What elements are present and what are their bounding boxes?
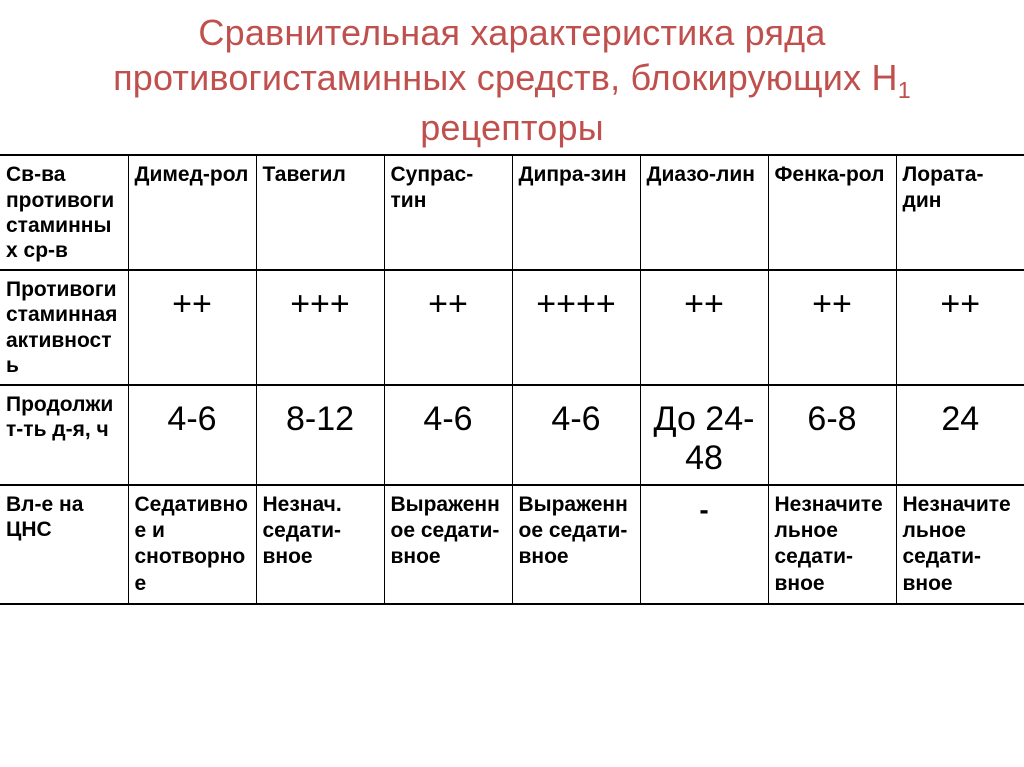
title-part-2: рецепторы xyxy=(420,107,604,148)
column-header: Диазо-лин xyxy=(640,155,768,270)
table-cell: Седативное и снотворное xyxy=(128,485,256,604)
title-subscript: 1 xyxy=(898,77,911,103)
table-row: Противогистаминная активность+++++++++++… xyxy=(0,270,1024,385)
table-cell: 4-6 xyxy=(384,385,512,485)
table-row: Продолжит-ть д-я, ч4-68-124-64-6До 24-48… xyxy=(0,385,1024,485)
table-cell: 24 xyxy=(896,385,1024,485)
table-cell: 4-6 xyxy=(512,385,640,485)
table-cell: 8-12 xyxy=(256,385,384,485)
table-cell: ++ xyxy=(768,270,896,385)
table-cell: 6-8 xyxy=(768,385,896,485)
table-cell: - xyxy=(640,485,768,604)
column-header: Тавегил xyxy=(256,155,384,270)
comparison-table: Св-ва противогистаминных ср-вДимед-ролТа… xyxy=(0,154,1024,605)
row-label: Продолжит-ть д-я, ч xyxy=(0,385,128,485)
column-header: Супрас-тин xyxy=(384,155,512,270)
table-cell: До 24-48 xyxy=(640,385,768,485)
table-cell: ++ xyxy=(640,270,768,385)
table-cell: Незнач. седати-вное xyxy=(256,485,384,604)
table-cell: Выраженное седати-вное xyxy=(512,485,640,604)
row-label: Вл-е на ЦНС xyxy=(0,485,128,604)
table-cell: 4-6 xyxy=(128,385,256,485)
slide: Сравнительная характеристика ряда против… xyxy=(0,0,1024,767)
table-cell: ++ xyxy=(384,270,512,385)
column-header: Лората-дин xyxy=(896,155,1024,270)
column-header: Фенка-рол xyxy=(768,155,896,270)
table-cell: ++ xyxy=(128,270,256,385)
table-cell: ++ xyxy=(896,270,1024,385)
row-label: Противогистаминная активность xyxy=(0,270,128,385)
table-cell: Выраженное седати-вное xyxy=(384,485,512,604)
row-header-label: Св-ва противогистаминных ср-в xyxy=(0,155,128,270)
column-header: Димед-рол xyxy=(128,155,256,270)
column-header: Дипра-зин xyxy=(512,155,640,270)
page-title: Сравнительная характеристика ряда против… xyxy=(20,10,1004,150)
table-cell: Незначительное седати-вное xyxy=(768,485,896,604)
table-header-row: Св-ва противогистаминных ср-вДимед-ролТа… xyxy=(0,155,1024,270)
table-cell: Незначительное седати-вное xyxy=(896,485,1024,604)
table-cell: ++++ xyxy=(512,270,640,385)
table-cell: +++ xyxy=(256,270,384,385)
table-row: Вл-е на ЦНССедативное и снотворноеНезнач… xyxy=(0,485,1024,604)
title-part-1: Сравнительная характеристика ряда против… xyxy=(113,12,898,98)
